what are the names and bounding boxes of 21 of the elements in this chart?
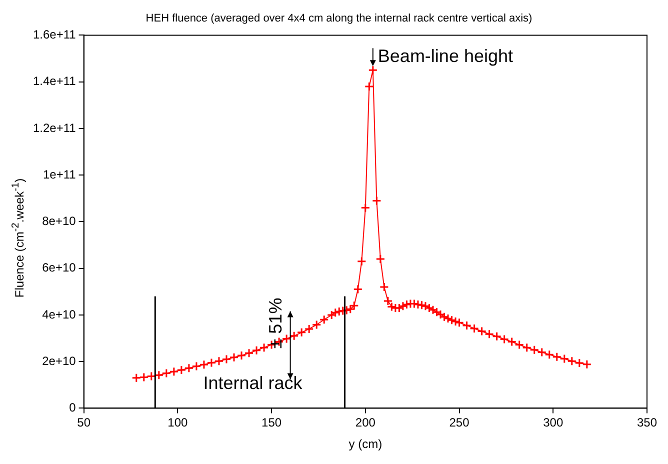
- y-tick-label: 2e+10: [42, 354, 76, 368]
- x-tick-label: 100: [168, 416, 188, 430]
- x-tick-label: 350: [636, 416, 658, 430]
- chart-title: HEH fluence (averaged over 4x4 cm along the internal rack centre vertical axis): [146, 12, 532, 25]
- y-tick-label: 1e+11: [43, 167, 76, 182]
- y-tick-label: 4e+10: [42, 307, 76, 322]
- x-tick-label: 300: [543, 416, 564, 430]
- y-tick-label: 0: [69, 400, 76, 415]
- y-tick-label: 1.6e+11: [32, 28, 76, 42]
- x-tick-label: 150: [262, 416, 282, 430]
- y-tick-label: 6e+10: [42, 260, 76, 275]
- annotation: Internal rack: [203, 373, 304, 394]
- x-tick-label: 250: [449, 416, 470, 430]
- x-tick-label: 50: [77, 416, 91, 430]
- x-axis-title: y (cm): [348, 437, 382, 452]
- y-tick-label: 8e+10: [42, 214, 76, 228]
- x-tick-label: 200: [355, 416, 376, 430]
- y-tick-label: 1.2e+11: [32, 120, 76, 135]
- annotation: Beam-line height: [378, 46, 514, 66]
- y-tick-label: 1.4e+11: [32, 74, 76, 88]
- annotation: ± 51%: [265, 298, 286, 349]
